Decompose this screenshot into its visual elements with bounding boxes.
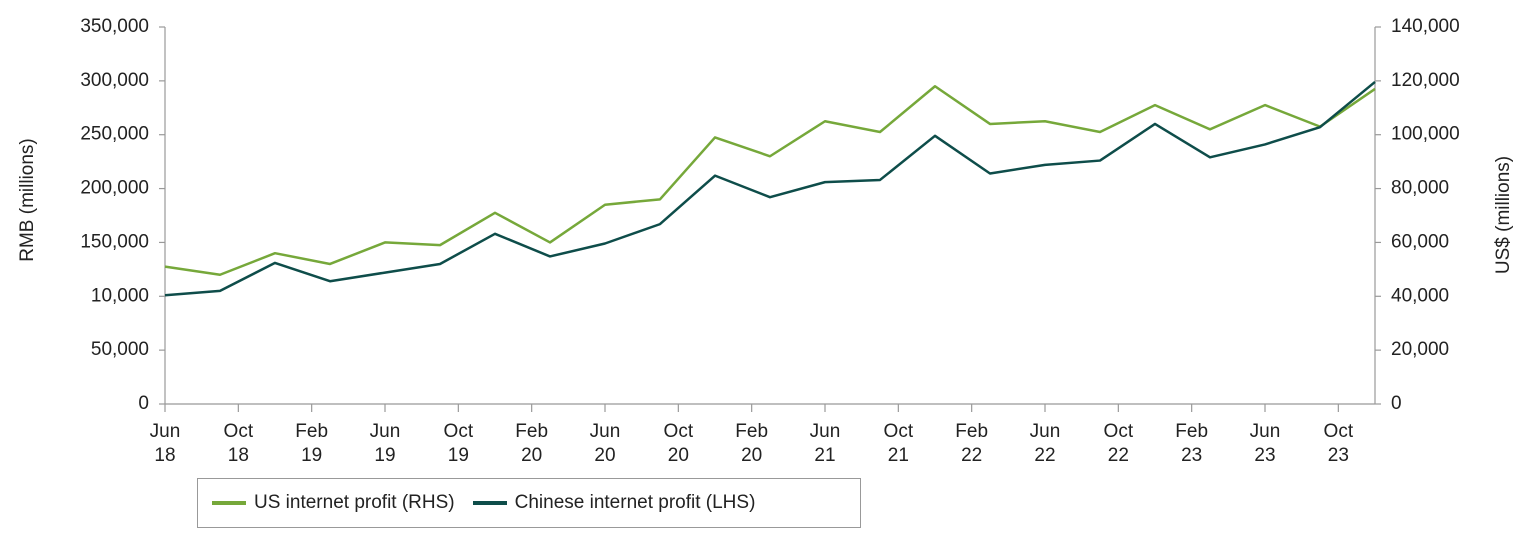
x-tick-label: Jun 20 xyxy=(589,421,621,466)
y-tick-label: 250,000 xyxy=(80,124,149,145)
legend-label: US internet profit (RHS) xyxy=(254,492,455,513)
y-tick-label: 150,000 xyxy=(80,231,149,252)
y-tick-label: 0 xyxy=(1391,393,1402,414)
x-tick-label: Oct 22 xyxy=(1103,421,1134,466)
legend-label: Chinese internet profit (LHS) xyxy=(514,492,756,513)
x-tick-label: Jun 18 xyxy=(149,421,181,466)
x-tick-label: Feb 22 xyxy=(955,421,989,466)
y-tick-label: 40,000 xyxy=(1391,285,1449,306)
x-tick-label: Jun 23 xyxy=(1249,421,1281,466)
x-tick-label: Oct 18 xyxy=(223,421,254,466)
y-tick-label: 60,000 xyxy=(1391,231,1449,252)
x-tick-label: Feb 20 xyxy=(735,421,769,466)
y-tick-label: 300,000 xyxy=(80,70,149,91)
y-tick-label: 100,000 xyxy=(1391,124,1460,145)
legend-item: US internet profit (RHS) xyxy=(212,492,455,514)
y-tick-label: 80,000 xyxy=(1391,178,1449,199)
x-tick-label: Jun 21 xyxy=(809,421,841,466)
legend: US internet profit (RHS) Chinese internet… xyxy=(197,478,861,528)
y-tick-label: 140,000 xyxy=(1391,16,1460,37)
x-tick-label: Jun 19 xyxy=(369,421,401,466)
y-tick-label: 50,000 xyxy=(91,339,149,360)
y-tick-label: 10,000 xyxy=(91,285,149,306)
x-tick-label: Oct 23 xyxy=(1323,421,1354,466)
x-tick-label: Feb 20 xyxy=(515,421,549,466)
legend-swatch xyxy=(212,501,246,505)
y-tick-label: 200,000 xyxy=(80,178,149,199)
series-line xyxy=(164,84,1376,276)
x-tick-label: Feb 23 xyxy=(1175,421,1209,466)
series-line xyxy=(164,80,1376,297)
y-tick-label: 20,000 xyxy=(1391,339,1449,360)
y-tick-label: 0 xyxy=(138,393,149,414)
y-tick-label: 120,000 xyxy=(1391,70,1460,91)
legend-item: Chinese internet profit (LHS) xyxy=(472,492,756,514)
y-axis-label: RMB (millions) xyxy=(17,138,38,262)
y2-axis-label: US$ (millions) xyxy=(1493,156,1514,274)
x-tick-label: Feb 19 xyxy=(295,421,329,466)
legend-swatch xyxy=(472,501,507,505)
x-tick-label: Jun 22 xyxy=(1029,421,1061,466)
y-tick-label: 350,000 xyxy=(80,16,149,37)
x-tick-label: Oct 20 xyxy=(663,421,694,466)
x-tick-label: Oct 21 xyxy=(883,421,914,466)
x-tick-label: Oct 19 xyxy=(443,421,474,466)
